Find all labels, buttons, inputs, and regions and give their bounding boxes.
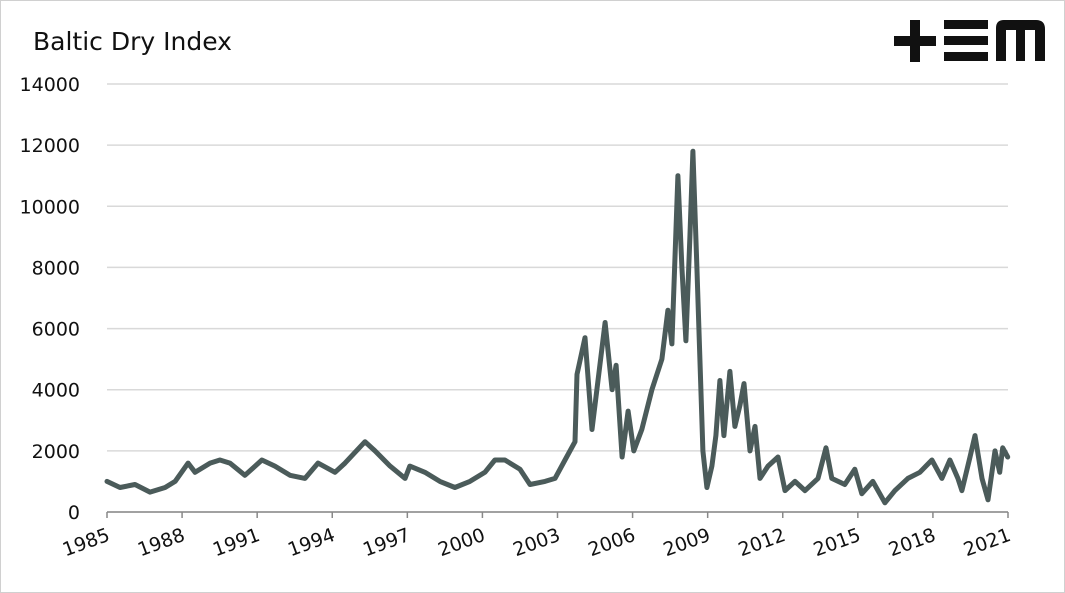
y-tick-label: 6000 (32, 319, 80, 341)
y-tick-label: 10000 (20, 196, 80, 218)
y-tick-label: 2000 (32, 441, 80, 463)
y-tick-label: 14000 (20, 74, 80, 96)
y-tick-label: 8000 (32, 257, 80, 279)
y-tick-label: 4000 (32, 380, 80, 402)
y-tick-label: 12000 (20, 135, 80, 157)
line-series (104, 148, 1011, 506)
y-tick-label: 0 (68, 502, 80, 524)
chart-title: Baltic Dry Index (33, 27, 232, 56)
logo (894, 20, 1045, 62)
